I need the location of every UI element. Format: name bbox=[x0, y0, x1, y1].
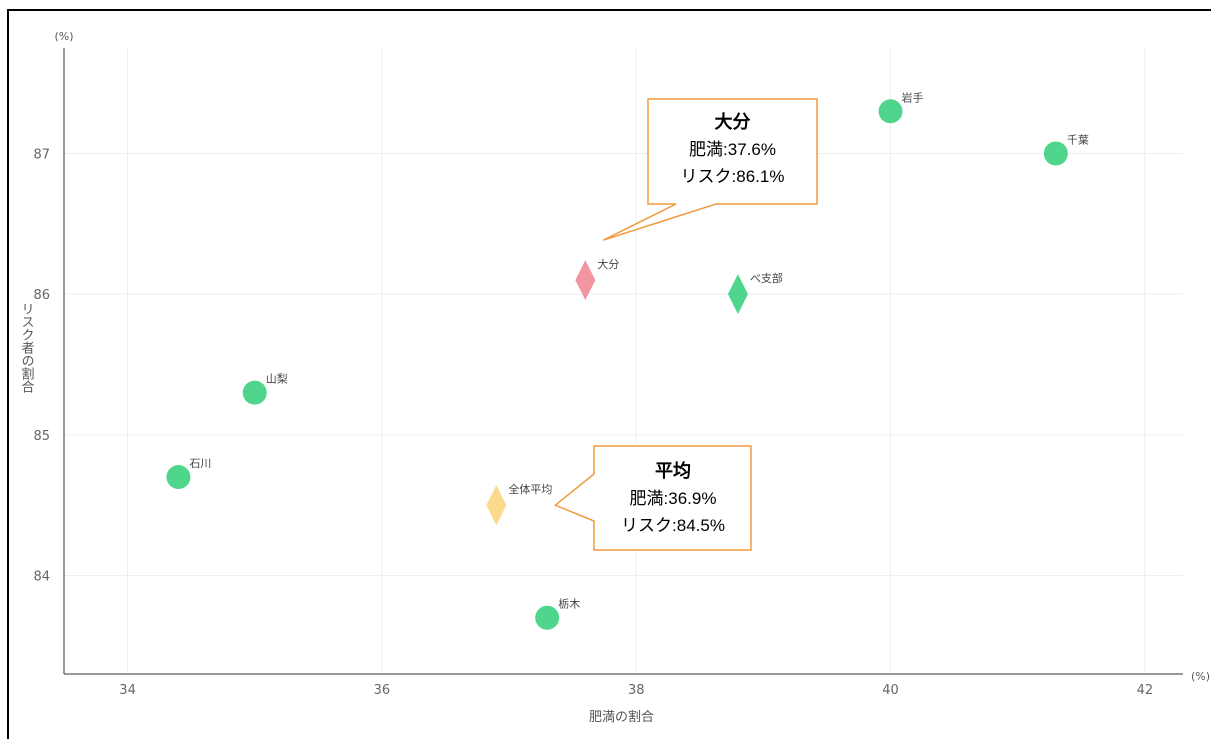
callout-average: 平均 肥満:36.9% リスク:84.5% bbox=[596, 448, 750, 549]
axes: 34 36 38 40 42 84 85 86 87 (%) (%) 肥満の割合 リスク者の割合 bbox=[19, 30, 1211, 725]
y-tick-label: 87 bbox=[33, 148, 50, 163]
y-tick-label: 86 bbox=[33, 288, 50, 303]
callout-average-title: 平均 bbox=[655, 461, 691, 481]
data-point bbox=[242, 380, 267, 405]
point-label: 栃木 bbox=[558, 597, 580, 611]
callout-oita-shape bbox=[603, 98, 818, 241]
callout-oita-title: 大分 bbox=[714, 112, 751, 132]
point-label: 全体平均 bbox=[508, 482, 552, 496]
x-tick-label: 40 bbox=[882, 683, 899, 698]
y-axis-title: リスク者の割合 bbox=[19, 302, 35, 393]
callout-average-shape bbox=[553, 445, 752, 551]
x-axis-title: 肥満の割合 bbox=[589, 709, 654, 725]
point-label: べ支部 bbox=[750, 271, 783, 285]
data-point-diamond bbox=[727, 274, 748, 315]
x-tick-label: 38 bbox=[628, 683, 645, 698]
data-point bbox=[166, 465, 191, 490]
chart-frame bbox=[7, 9, 1211, 739]
data-point bbox=[878, 99, 903, 124]
callout-average-line1: 肥満:36.9% bbox=[629, 489, 717, 508]
grid bbox=[64, 48, 1183, 674]
callout-oita: 大分 肥満:37.6% リスク:86.1% bbox=[650, 101, 815, 202]
point-label: 石川 bbox=[189, 457, 211, 470]
data-point bbox=[535, 605, 560, 630]
callout-shapes bbox=[553, 98, 818, 551]
callout-oita-line2: リスク:86.1% bbox=[680, 167, 785, 186]
point-label: 山梨 bbox=[266, 372, 288, 386]
x-tick-label: 36 bbox=[374, 683, 391, 698]
marks bbox=[166, 99, 1068, 630]
y-axis-unit: (%) bbox=[54, 30, 73, 43]
point-label: 岩手 bbox=[902, 90, 924, 104]
callout-average-line2: リスク:84.5% bbox=[621, 516, 725, 535]
data-point-diamond bbox=[486, 485, 507, 526]
data-point-diamond bbox=[575, 260, 596, 301]
x-tick-label: 34 bbox=[119, 683, 136, 698]
y-tick-label: 85 bbox=[33, 429, 50, 444]
callout-oita-line1: 肥満:37.6% bbox=[689, 140, 776, 159]
point-label: 大分 bbox=[597, 257, 619, 271]
y-tick-label: 84 bbox=[33, 570, 50, 585]
x-axis-unit: (%) bbox=[1191, 670, 1210, 683]
data-point bbox=[1043, 141, 1068, 166]
point-label: 千葉 bbox=[1067, 133, 1089, 147]
x-tick-label: 42 bbox=[1137, 683, 1154, 698]
